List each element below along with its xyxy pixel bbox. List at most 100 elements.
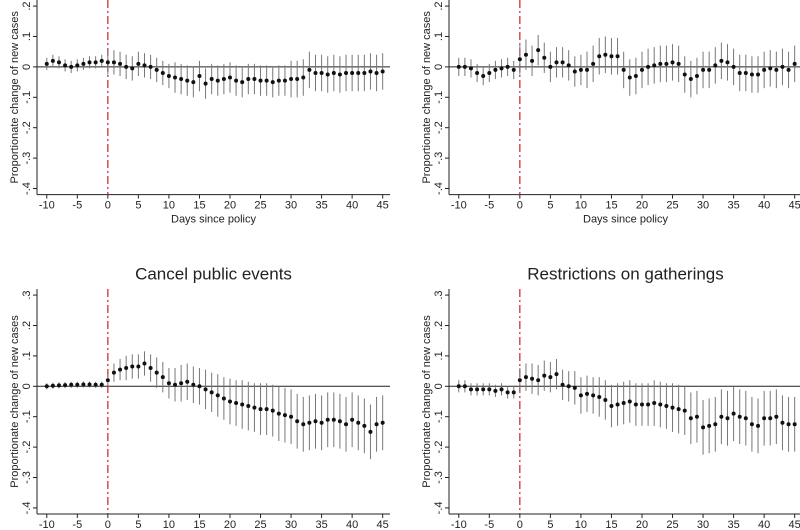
point-estimate	[105, 60, 110, 65]
x-tick-label: 0	[105, 200, 111, 212]
point-estimate	[792, 61, 797, 66]
point-estimate	[621, 401, 626, 406]
point-estimate	[160, 375, 165, 380]
point-estimate	[780, 420, 785, 425]
point-estimate	[627, 75, 632, 80]
x-tick-label: 40	[758, 519, 770, 530]
point-estimate	[356, 70, 361, 75]
point-estimate	[792, 422, 797, 427]
x-tick-label: 10	[163, 200, 175, 212]
point-estimate	[118, 367, 123, 372]
point-estimate	[301, 75, 306, 80]
point-estimate	[197, 384, 202, 389]
y-tick-label: 0	[21, 383, 33, 389]
y-tick-label: -.1	[21, 91, 33, 104]
x-axis-label: Days since policy	[583, 214, 668, 226]
point-estimate	[374, 422, 379, 427]
point-estimate	[743, 416, 748, 421]
point-estimate	[768, 66, 773, 71]
point-estimate	[264, 407, 269, 412]
point-estimate	[276, 411, 281, 416]
y-tick-label: -.2	[433, 441, 445, 454]
x-tick-label: 15	[605, 519, 617, 530]
point-estimate	[75, 63, 80, 68]
point-estimate	[221, 396, 226, 401]
y-tick-label: .1	[21, 32, 33, 41]
point-estimate	[81, 61, 86, 66]
point-estimate	[719, 414, 724, 419]
point-estimate	[756, 423, 761, 428]
point-estimate	[282, 78, 287, 83]
y-tick-label: -.4	[433, 182, 445, 195]
point-estimate	[554, 372, 559, 377]
point-estimate	[234, 78, 239, 83]
point-estimate	[166, 74, 171, 79]
point-estimate	[462, 64, 467, 69]
y-tick-label: 0	[21, 64, 33, 70]
point-estimate	[295, 77, 300, 82]
y-tick-label: .1	[433, 32, 445, 41]
y-tick-label: -.1	[433, 91, 445, 104]
point-estimate	[111, 60, 116, 65]
point-estimate	[725, 60, 730, 65]
x-tick-label: -5	[72, 519, 82, 530]
point-estimate	[603, 52, 608, 57]
point-estimate	[737, 70, 742, 75]
point-estimate	[585, 391, 590, 396]
point-estimate	[252, 77, 257, 82]
x-tick-label: 25	[666, 200, 678, 212]
point-estimate	[499, 387, 504, 392]
point-estimate	[173, 382, 178, 387]
x-tick-label: 10	[163, 519, 175, 530]
point-estimate	[615, 54, 620, 59]
point-estimate	[652, 63, 657, 68]
point-estimate	[154, 370, 159, 375]
point-estimate	[475, 70, 480, 75]
point-estimate	[639, 402, 644, 407]
point-estimate	[682, 408, 687, 413]
point-estimate	[179, 77, 184, 82]
y-tick-label: -.4	[433, 501, 445, 514]
point-estimate	[658, 402, 663, 407]
x-tick-label: 0	[517, 200, 523, 212]
point-estimate	[585, 67, 590, 72]
point-estimate	[337, 419, 342, 424]
y-tick-label: .3	[433, 290, 445, 299]
point-estimate	[142, 361, 147, 366]
point-estimate	[756, 72, 761, 77]
point-estimate	[185, 379, 190, 384]
point-estimate	[227, 75, 232, 80]
point-estimate	[713, 422, 718, 427]
point-estimate	[572, 385, 577, 390]
point-estimate	[774, 414, 779, 419]
point-estimate	[240, 80, 245, 85]
point-estimate	[264, 78, 269, 83]
point-estimate	[511, 390, 516, 395]
point-estimate	[197, 74, 202, 79]
x-axis-label: Days since policy	[171, 214, 256, 226]
point-estimate	[124, 366, 129, 371]
point-estimate	[511, 67, 516, 72]
x-tick-label: -10	[39, 519, 55, 530]
point-estimate	[215, 393, 220, 398]
x-tick-label: 35	[727, 519, 739, 530]
point-estimate	[688, 416, 693, 421]
point-estimate	[227, 399, 232, 404]
point-estimate	[344, 70, 349, 75]
point-estimate	[258, 78, 263, 83]
x-tick-label: 30	[697, 519, 709, 530]
point-estimate	[179, 381, 184, 386]
point-estimate	[517, 57, 522, 62]
y-tick-label: .2	[21, 321, 33, 330]
point-estimate	[130, 364, 135, 369]
x-tick-label: 15	[605, 200, 617, 212]
point-estimate	[572, 69, 577, 74]
point-estimate	[627, 399, 632, 404]
y-axis-label: Proportionate change of new cases	[421, 315, 433, 488]
point-estimate	[130, 66, 135, 71]
point-estimate	[762, 67, 767, 72]
point-estimate	[344, 422, 349, 427]
point-estimate	[487, 70, 492, 75]
x-tick-label: -10	[451, 519, 467, 530]
point-estimate	[749, 422, 754, 427]
